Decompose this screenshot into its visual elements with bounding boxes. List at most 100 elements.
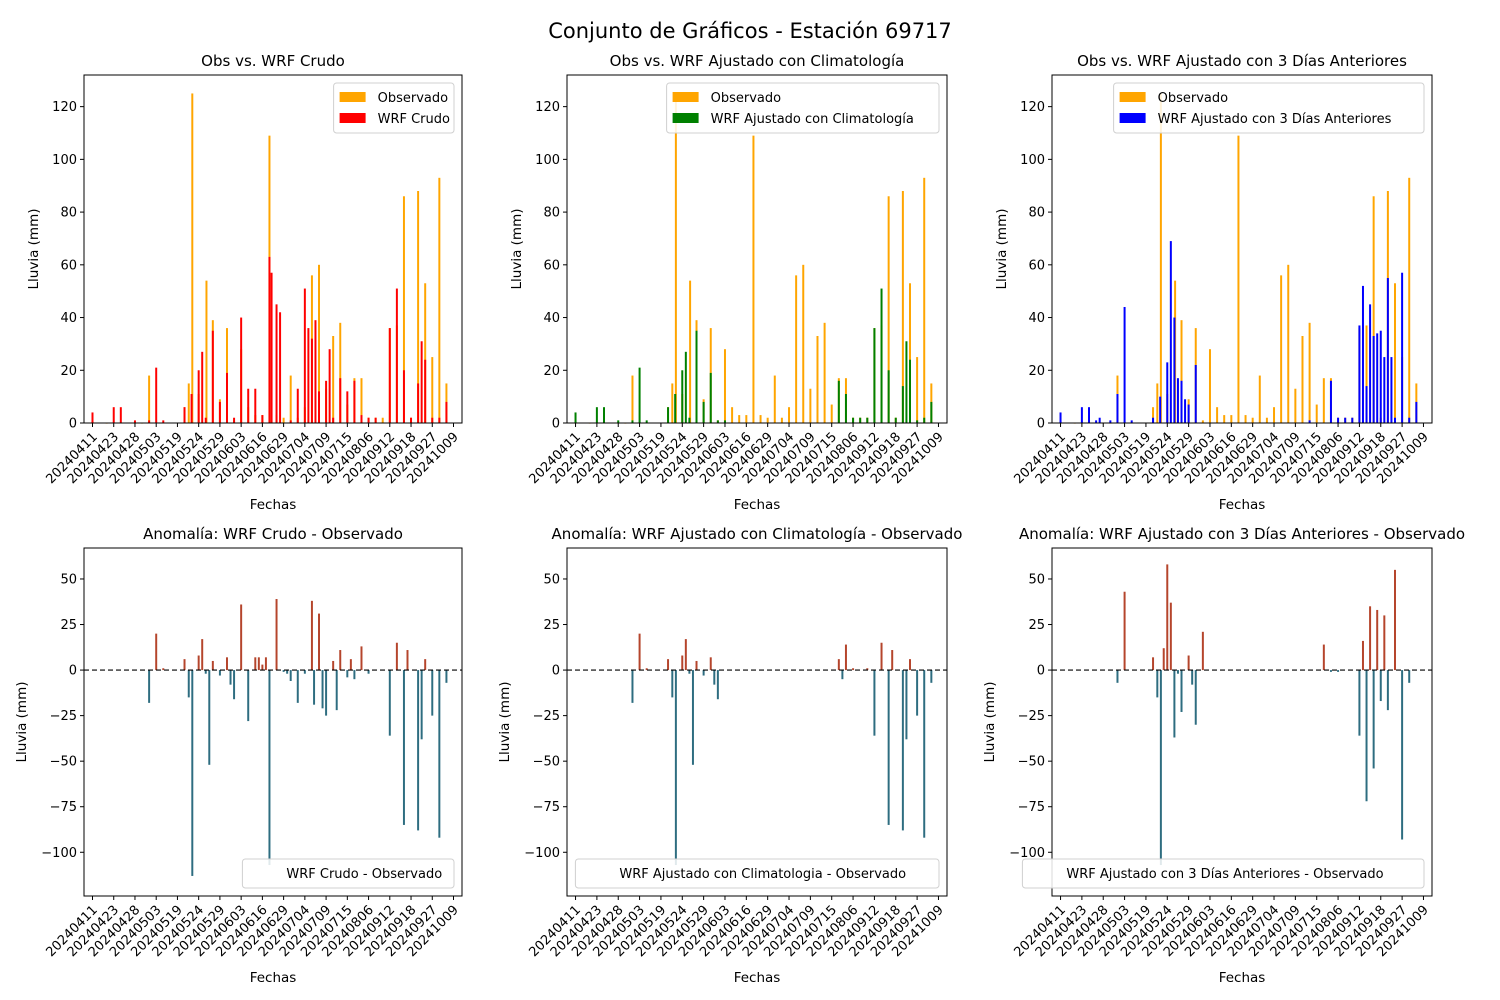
bar [1162, 648, 1165, 671]
bar [1191, 670, 1194, 685]
bar [445, 401, 448, 423]
bar [1176, 670, 1179, 674]
bar [873, 328, 876, 423]
chart-title: Obs vs. WRF Crudo [201, 52, 345, 70]
y-tick-label: 60 [1028, 258, 1045, 273]
bar [162, 420, 165, 423]
legend: WRF Ajustado con 3 Días Anteriores - Obs… [1021, 858, 1425, 889]
bar [1166, 362, 1169, 423]
bar [417, 670, 420, 831]
y-tick-label: −50 [533, 755, 560, 770]
bar [197, 655, 200, 671]
bar [916, 357, 919, 423]
bar [289, 420, 292, 423]
bar [1173, 317, 1176, 423]
bar [431, 670, 434, 716]
bar [1116, 670, 1119, 683]
bar [866, 417, 869, 423]
bar [332, 417, 335, 423]
bar [1088, 407, 1090, 423]
bar [716, 670, 719, 700]
plot-area [1052, 548, 1432, 896]
bar [1244, 415, 1247, 423]
legend-swatch [1119, 113, 1146, 123]
bar [1401, 670, 1404, 840]
bar [1080, 407, 1083, 423]
bar [133, 420, 136, 423]
y-tick-label: −25 [1018, 709, 1045, 724]
bar [667, 407, 670, 423]
bar [603, 407, 605, 423]
bar [766, 417, 769, 423]
legend: WRF Crudo - Observado [241, 858, 455, 889]
bar [1223, 415, 1226, 423]
bar [303, 670, 306, 674]
bar [1415, 401, 1418, 423]
bar [1230, 415, 1233, 423]
chart-panel-4: −100−75−50−25025502024041120240423202404… [14, 525, 463, 986]
bar [420, 341, 423, 423]
bar [866, 668, 869, 671]
bar [339, 650, 342, 671]
series-1 [631, 633, 933, 866]
legend-label: Observado [711, 91, 782, 106]
bar [688, 417, 691, 423]
bar [191, 93, 194, 423]
series-2 [91, 256, 448, 423]
bar [709, 657, 712, 671]
bar [887, 670, 890, 825]
bar [205, 280, 208, 423]
bar [723, 349, 726, 423]
bar [667, 659, 670, 671]
bar [360, 378, 363, 423]
bar [1156, 670, 1159, 698]
bar [1201, 420, 1204, 423]
bar [844, 644, 847, 671]
bar [1109, 420, 1112, 423]
legend-swatch [339, 92, 366, 102]
bar [1156, 383, 1159, 423]
bar [208, 670, 211, 765]
bar [1251, 417, 1254, 423]
bar [901, 386, 904, 423]
y-axis-label: Lluvia (mm) [994, 209, 1010, 290]
bar [148, 375, 151, 423]
bar [1372, 670, 1375, 769]
bar [438, 670, 441, 838]
bar [1372, 336, 1375, 423]
bar [264, 657, 267, 671]
bar [325, 380, 328, 423]
plot-area [567, 548, 947, 896]
bar [303, 288, 306, 423]
bar [431, 417, 434, 423]
y-tick-label: 100 [535, 153, 560, 168]
bar [187, 383, 190, 423]
bar [233, 417, 236, 423]
bar [631, 420, 634, 423]
bar [254, 657, 257, 671]
bar [191, 670, 194, 876]
bar [1159, 670, 1162, 866]
chart-panels: 0204060801001202024041120240423202404282… [14, 52, 1465, 986]
bar [388, 670, 391, 736]
legend-swatch [672, 92, 699, 102]
bar [1169, 241, 1172, 423]
bar [923, 670, 926, 838]
bar [1390, 357, 1393, 423]
bar [420, 670, 423, 740]
y-tick-label: 0 [552, 664, 560, 679]
bar [254, 388, 257, 423]
bar [1369, 606, 1372, 671]
bar [1184, 399, 1187, 423]
plot-frame [566, 547, 948, 897]
bar [353, 670, 356, 680]
bar [346, 391, 349, 423]
bar [247, 388, 250, 423]
chart-panel-5: −100−75−50−25025502024041120240423202404… [497, 525, 962, 986]
bar [1152, 407, 1155, 423]
y-axis-label: Lluvia (mm) [26, 209, 42, 290]
bar [268, 256, 271, 423]
bar [1361, 285, 1364, 423]
bar [631, 670, 634, 703]
